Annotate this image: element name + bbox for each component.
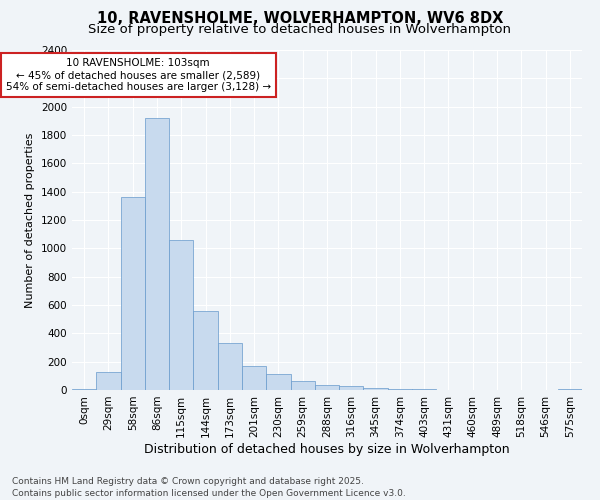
Bar [72, 388, 96, 390]
X-axis label: Distribution of detached houses by size in Wolverhampton: Distribution of detached houses by size … [144, 442, 510, 456]
Text: 10 RAVENSHOLME: 103sqm
← 45% of detached houses are smaller (2,589)
54% of semi-: 10 RAVENSHOLME: 103sqm ← 45% of detached… [6, 58, 271, 92]
Bar [169, 240, 193, 390]
Bar [193, 310, 218, 390]
Bar [218, 342, 242, 390]
Bar [339, 386, 364, 390]
Text: Size of property relative to detached houses in Wolverhampton: Size of property relative to detached ho… [89, 22, 511, 36]
Bar [315, 384, 339, 390]
Y-axis label: Number of detached properties: Number of detached properties [25, 132, 35, 308]
Bar [388, 389, 412, 390]
Bar [242, 366, 266, 390]
Bar [558, 389, 582, 390]
Bar [364, 388, 388, 390]
Bar [121, 198, 145, 390]
Bar [145, 118, 169, 390]
Text: Contains HM Land Registry data © Crown copyright and database right 2025.
Contai: Contains HM Land Registry data © Crown c… [12, 476, 406, 498]
Bar [290, 381, 315, 390]
Text: 10, RAVENSHOLME, WOLVERHAMPTON, WV6 8DX: 10, RAVENSHOLME, WOLVERHAMPTON, WV6 8DX [97, 11, 503, 26]
Bar [266, 374, 290, 390]
Bar [96, 372, 121, 390]
